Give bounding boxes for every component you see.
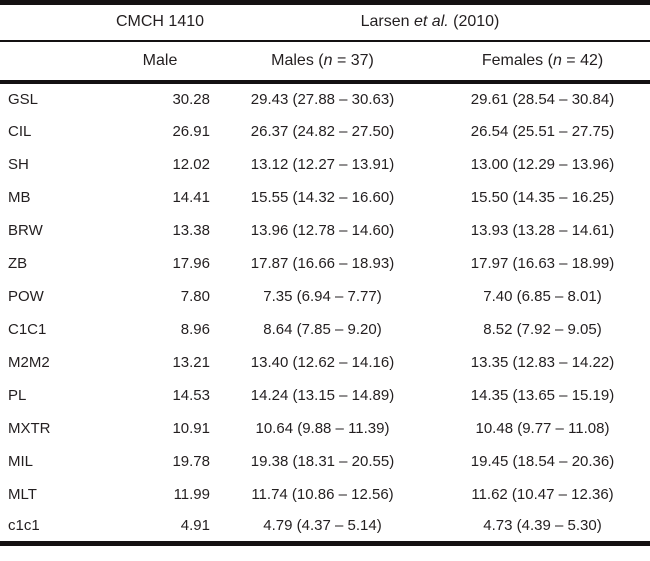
larsen-males-ci-cell: 26.37 (24.82 – 27.50) (250, 122, 395, 140)
larsen-females-ci-cell: 8.52 (7.92 – 9.05) (483, 320, 602, 338)
larsen-males-ci-cell: 15.55 (14.32 – 16.60) (250, 188, 395, 206)
table-row: SH 12.02 13.12 (12.27 – 13.91) 13.00 (12… (0, 148, 650, 181)
larsen-males-ci-cell: 19.38 (18.31 – 20.55) (250, 452, 395, 470)
table-row: CIL 26.91 26.37 (24.82 – 27.50) 26.54 (2… (0, 115, 650, 148)
larsen-females-ci-cell: 17.97 (16.63 – 18.99) (470, 254, 615, 272)
larsen-males-ci-cell: 29.43 (27.88 – 30.63) (250, 90, 395, 108)
larsen-females-ci-cell: 4.73 (4.39 – 5.30) (483, 517, 602, 535)
header-larsen-2010: Larsen et al. (2010) (210, 2, 650, 42)
row-label: M2M2 (8, 353, 50, 371)
cmch-male-value-cell: 19.78 (172, 452, 210, 470)
cmch-male-value-cell: 11.99 (173, 485, 210, 503)
larsen-females-ci-cell: 7.40 (6.85 – 8.01) (483, 287, 602, 305)
cmch-male-value-cell: 14.41 (172, 188, 210, 206)
larsen-males-ci-cell: 13.40 (12.62 – 14.16) (250, 353, 395, 371)
larsen-females-ci-cell: 15.50 (14.35 – 16.25) (470, 188, 615, 206)
larsen-males-ci-cell: 17.87 (16.66 – 18.93) (250, 254, 395, 272)
header-cmch-label: CMCH 1410 (115, 13, 205, 31)
table-row: MXTR 10.91 10.64 (9.88 – 11.39) 10.48 (9… (0, 412, 650, 445)
larsen-males-ci-cell: 8.64 (7.85 – 9.20) (263, 320, 382, 338)
males-n-italic: n (323, 51, 333, 69)
row-label: CIL (8, 122, 32, 140)
cmch-male-value-cell: 26.91 (172, 122, 210, 140)
larsen-males-ci-cell: 7.35 (6.94 – 7.77) (263, 287, 382, 305)
larsen-females-ci-cell: 13.00 (12.29 – 13.96) (470, 155, 615, 173)
table-row: c1c1 4.91 4.79 (4.37 – 5.14) 4.73 (4.39 … (0, 511, 650, 544)
cmch-male-value-cell: 14.53 (172, 386, 210, 404)
header-blank-label-col (0, 40, 110, 84)
cmch-male-value-cell: 17.96 (172, 254, 210, 272)
header-group-row: CMCH 1410 Larsen et al. (2010) (0, 2, 650, 42)
table-row: M2M2 13.21 13.40 (12.62 – 14.16) 13.35 (… (0, 346, 650, 379)
table-row: PL 14.53 14.24 (13.15 – 14.89) 14.35 (13… (0, 379, 650, 412)
table-row: MB 14.41 15.55 (14.32 – 16.60) 15.50 (14… (0, 181, 650, 214)
larsen-females-ci-cell: 26.54 (25.51 – 27.75) (470, 122, 615, 140)
row-label: MXTR (8, 419, 51, 437)
females-post-text: = 42) (561, 51, 604, 69)
row-label: c1c1 (8, 517, 40, 535)
table-row: C1C1 8.96 8.64 (7.85 – 9.20) 8.52 (7.92 … (0, 313, 650, 346)
cmch-male-value-cell: 12.02 (172, 155, 210, 173)
header-column-row: Male Males (n = 37) Females (n = 42) (0, 40, 650, 84)
larsen-males-ci-cell: 13.12 (12.27 – 13.91) (250, 155, 395, 173)
table-header: CMCH 1410 Larsen et al. (2010) Male Male… (0, 2, 650, 84)
females-n-italic: n (552, 51, 562, 69)
header-cmch-1410: CMCH 1410 (110, 2, 210, 42)
row-label: MLT (8, 485, 37, 503)
measurement-comparison-table: CMCH 1410 Larsen et al. (2010) Male Male… (0, 0, 650, 546)
header-blank-corner (0, 2, 110, 42)
row-label: C1C1 (8, 320, 47, 338)
row-label: BRW (8, 221, 43, 239)
row-label: SH (8, 155, 29, 173)
table-row: BRW 13.38 13.96 (12.78 – 14.60) 13.93 (1… (0, 214, 650, 247)
row-label: POW (8, 287, 44, 305)
cmch-male-value-cell: 13.21 (172, 353, 210, 371)
cmch-male-value-cell: 7.80 (180, 287, 210, 305)
larsen-females-ci-cell: 13.93 (13.28 – 14.61) (470, 221, 615, 239)
larsen-females-ci-cell: 10.48 (9.77 – 11.08) (475, 419, 610, 437)
larsen-females-ci-cell: 11.62 (10.47 – 12.36) (471, 485, 614, 503)
larsen-males-ci-cell: 11.74 (10.86 – 12.56) (251, 485, 394, 503)
table-body: GSL 30.28 29.43 (27.88 – 30.63) 29.61 (2… (0, 82, 650, 544)
larsen-females-ci-cell: 29.61 (28.54 – 30.84) (470, 90, 615, 108)
larsen-females-ci-cell: 13.35 (12.83 – 14.22) (470, 353, 615, 371)
row-label: ZB (8, 254, 28, 272)
larsen-females-ci-cell: 14.35 (13.65 – 15.19) (470, 386, 615, 404)
table-row: MLT 11.99 11.74 (10.86 – 12.56) 11.62 (1… (0, 478, 650, 511)
males-post-text: = 37) (332, 51, 374, 69)
table-row: ZB 17.96 17.87 (16.66 – 18.93) 17.97 (16… (0, 247, 650, 280)
row-label: MIL (8, 452, 34, 470)
larsen-et-al-italic: et al. (414, 13, 449, 31)
row-label: MB (8, 188, 31, 206)
row-label: GSL (8, 90, 39, 108)
cmch-male-value-cell: 13.38 (172, 221, 210, 239)
table-row: POW 7.80 7.35 (6.94 – 7.77) 7.40 (6.85 –… (0, 280, 650, 313)
larsen-males-ci-cell: 13.96 (12.78 – 14.60) (250, 221, 395, 239)
cmch-male-value-cell: 8.96 (180, 320, 210, 338)
header-females-n42: Females (n = 42) (435, 40, 650, 84)
larsen-pre-text: Larsen (360, 13, 414, 31)
header-male-label: Male (142, 51, 178, 69)
header-male: Male (110, 40, 210, 84)
larsen-females-ci-cell: 19.45 (18.54 – 20.36) (470, 452, 615, 470)
cmch-male-value-cell: 10.91 (172, 419, 210, 437)
larsen-males-ci-cell: 4.79 (4.37 – 5.14) (263, 517, 382, 535)
table-row: GSL 30.28 29.43 (27.88 – 30.63) 29.61 (2… (0, 82, 650, 115)
row-label: PL (8, 386, 27, 404)
cmch-male-value-cell: 4.91 (180, 517, 210, 535)
table-row: MIL 19.78 19.38 (18.31 – 20.55) 19.45 (1… (0, 445, 650, 478)
larsen-males-ci-cell: 10.64 (9.88 – 11.39) (255, 419, 390, 437)
females-pre-text: Females ( (481, 51, 553, 69)
larsen-males-ci-cell: 14.24 (13.15 – 14.89) (250, 386, 395, 404)
larsen-post-text: (2010) (448, 13, 500, 31)
cmch-male-value-cell: 30.28 (172, 90, 210, 108)
males-pre-text: Males ( (271, 51, 324, 69)
header-males-n37: Males (n = 37) (210, 40, 435, 84)
